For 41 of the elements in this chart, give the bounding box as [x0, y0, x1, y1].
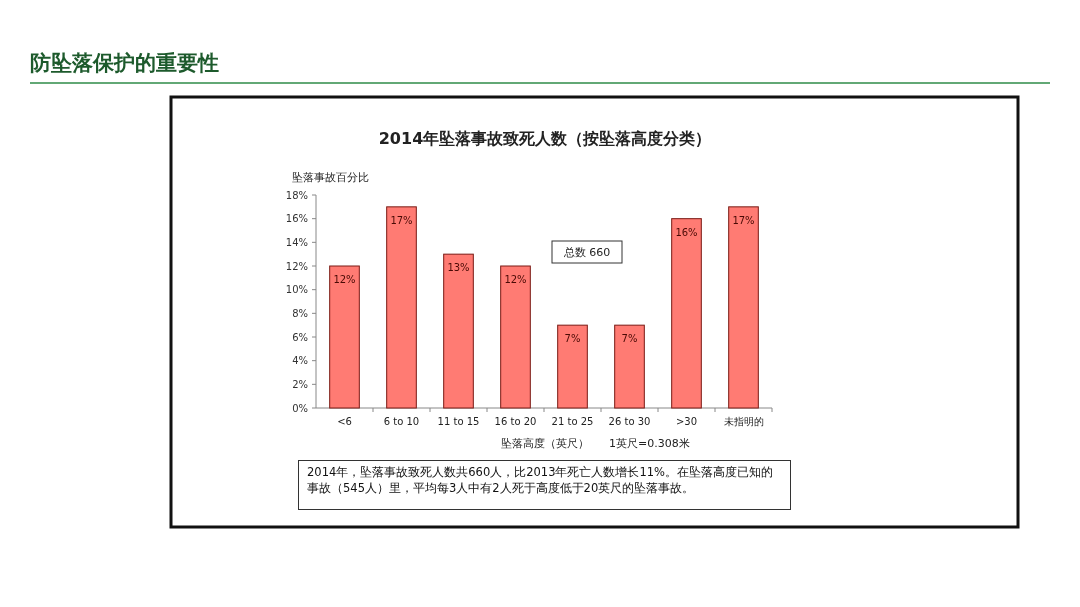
y-tick-label: 8% [292, 307, 308, 319]
chart-subtitle: 2014年坠落事故致死人数（按坠落高度分类） [378, 129, 712, 148]
y-tick-label: 14% [285, 236, 308, 248]
x-tick-label: 未指明的 [723, 416, 764, 427]
text: 2014年，坠落事故致死人数共660人，比2013年死亡人数增长11%。在坠落高度已知的事故（545人）里，平均每3人中有2人死于高度低于20英尺的坠落事故。 [298, 460, 791, 510]
bar [614, 324, 645, 409]
data-label: 12% [504, 274, 527, 285]
data-label: 7% [621, 333, 638, 345]
bar [500, 265, 531, 409]
bar [329, 265, 360, 409]
x-axis-title: 坠落高度（英尺） [501, 437, 589, 450]
data-label: 12% [333, 274, 356, 285]
y-tick-label: 2% [292, 378, 308, 390]
bar [386, 206, 417, 409]
y-tick-label: 0% [292, 402, 308, 414]
data-label: 17% [390, 214, 413, 226]
y-tick-label: 12% [285, 260, 308, 272]
data-label: 7% [564, 333, 581, 345]
annotation: 总数 660 [562, 246, 611, 259]
x-tick-label: 26 to 30 [608, 416, 651, 427]
x-tick-label: >30 [675, 416, 698, 427]
y-tick-label: 4% [292, 355, 308, 367]
y-tick-label: 10% [285, 284, 308, 296]
x-tick-label: 6 to 10 [383, 416, 420, 427]
text: 1英尺=0.308米 [609, 437, 690, 450]
data-label: 13% [447, 262, 470, 274]
x-tick-label: 11 to 15 [437, 416, 480, 427]
title: 防坠落保护的重要性 [30, 51, 219, 75]
y-axis-title: 坠落事故百分比 [292, 171, 369, 184]
y-tick-label: 6% [292, 331, 308, 343]
y-tick-label: 16% [285, 213, 308, 225]
data-label: 16% [675, 226, 698, 238]
data-label: 17% [732, 214, 755, 226]
x-tick-label: <6 [337, 416, 352, 427]
bar [443, 253, 474, 409]
bar [557, 324, 588, 409]
x-tick-label: 21 to 25 [551, 416, 594, 427]
x-tick-label: 16 to 20 [494, 416, 537, 427]
bar [728, 206, 759, 409]
y-tick-label: 18% [285, 189, 308, 201]
bar [671, 218, 702, 409]
